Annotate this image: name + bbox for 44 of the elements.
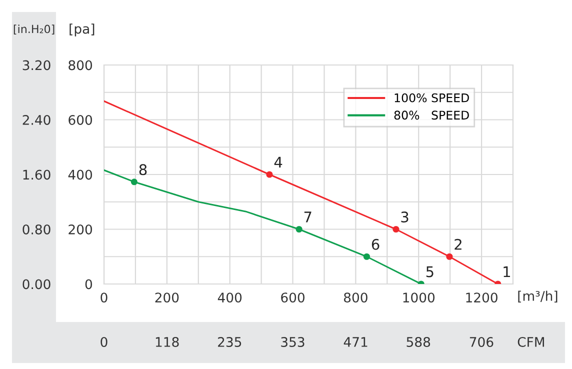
annotation: 7 xyxy=(304,212,312,222)
point xyxy=(363,253,370,260)
y-axis-title: [pa] xyxy=(70,24,94,36)
annotation: 3 xyxy=(401,211,408,223)
point xyxy=(392,226,400,233)
point xyxy=(266,171,273,178)
x-tick-label: 1000 xyxy=(403,292,435,303)
y2-tick-label: 0.00 xyxy=(22,279,50,290)
y2-tick-label: 3.20 xyxy=(22,60,50,70)
annotation: 8 xyxy=(139,164,147,176)
x2-tick-label: 118 xyxy=(156,337,179,347)
y-tick-label: 800 xyxy=(68,60,92,70)
x2-tick-label: 235 xyxy=(218,337,242,347)
y2-tick-label: 1.60 xyxy=(23,170,50,180)
x2-tick-label: 706 xyxy=(470,337,494,347)
annotation: 6 xyxy=(372,238,380,250)
x-tick-label: 800 xyxy=(344,292,368,303)
point xyxy=(296,226,302,233)
y2-tick-label: 0.80 xyxy=(22,224,50,234)
x-tick-label: 400 xyxy=(218,292,242,303)
x2-tick-label: 0 xyxy=(100,337,108,347)
x2-tick-label: 471 xyxy=(344,337,368,347)
y-tick-label: 600 xyxy=(68,114,92,125)
x-tick-label: 200 xyxy=(155,292,179,303)
x-tick-label: 1200 xyxy=(466,292,498,303)
point xyxy=(446,253,453,260)
x2-tick-label: 588 xyxy=(406,337,430,347)
y-tick-label: 200 xyxy=(68,224,92,234)
point xyxy=(130,178,138,186)
x-tick-label: 600 xyxy=(281,292,304,303)
annotation: 5 xyxy=(426,266,434,278)
x-axis-title: [m³/h] xyxy=(518,290,558,303)
x2-tick-label: 353 xyxy=(281,337,304,347)
y2-tick-label: 2.40 xyxy=(22,114,50,125)
y2-axis-title: [in.H₂0] xyxy=(14,24,54,34)
annotation: 2 xyxy=(454,238,462,250)
x2-axis-title: CFM xyxy=(518,336,544,347)
legend-label: 80% SPEED xyxy=(394,110,469,120)
y-tick-label: 0 xyxy=(85,279,92,290)
y-tick-label: 400 xyxy=(68,170,92,180)
annotation: 4 xyxy=(274,156,282,168)
annotation: 1 xyxy=(504,266,510,278)
legend-label: 100% SPEED xyxy=(394,93,469,102)
x-tick-label: 0 xyxy=(100,292,108,303)
